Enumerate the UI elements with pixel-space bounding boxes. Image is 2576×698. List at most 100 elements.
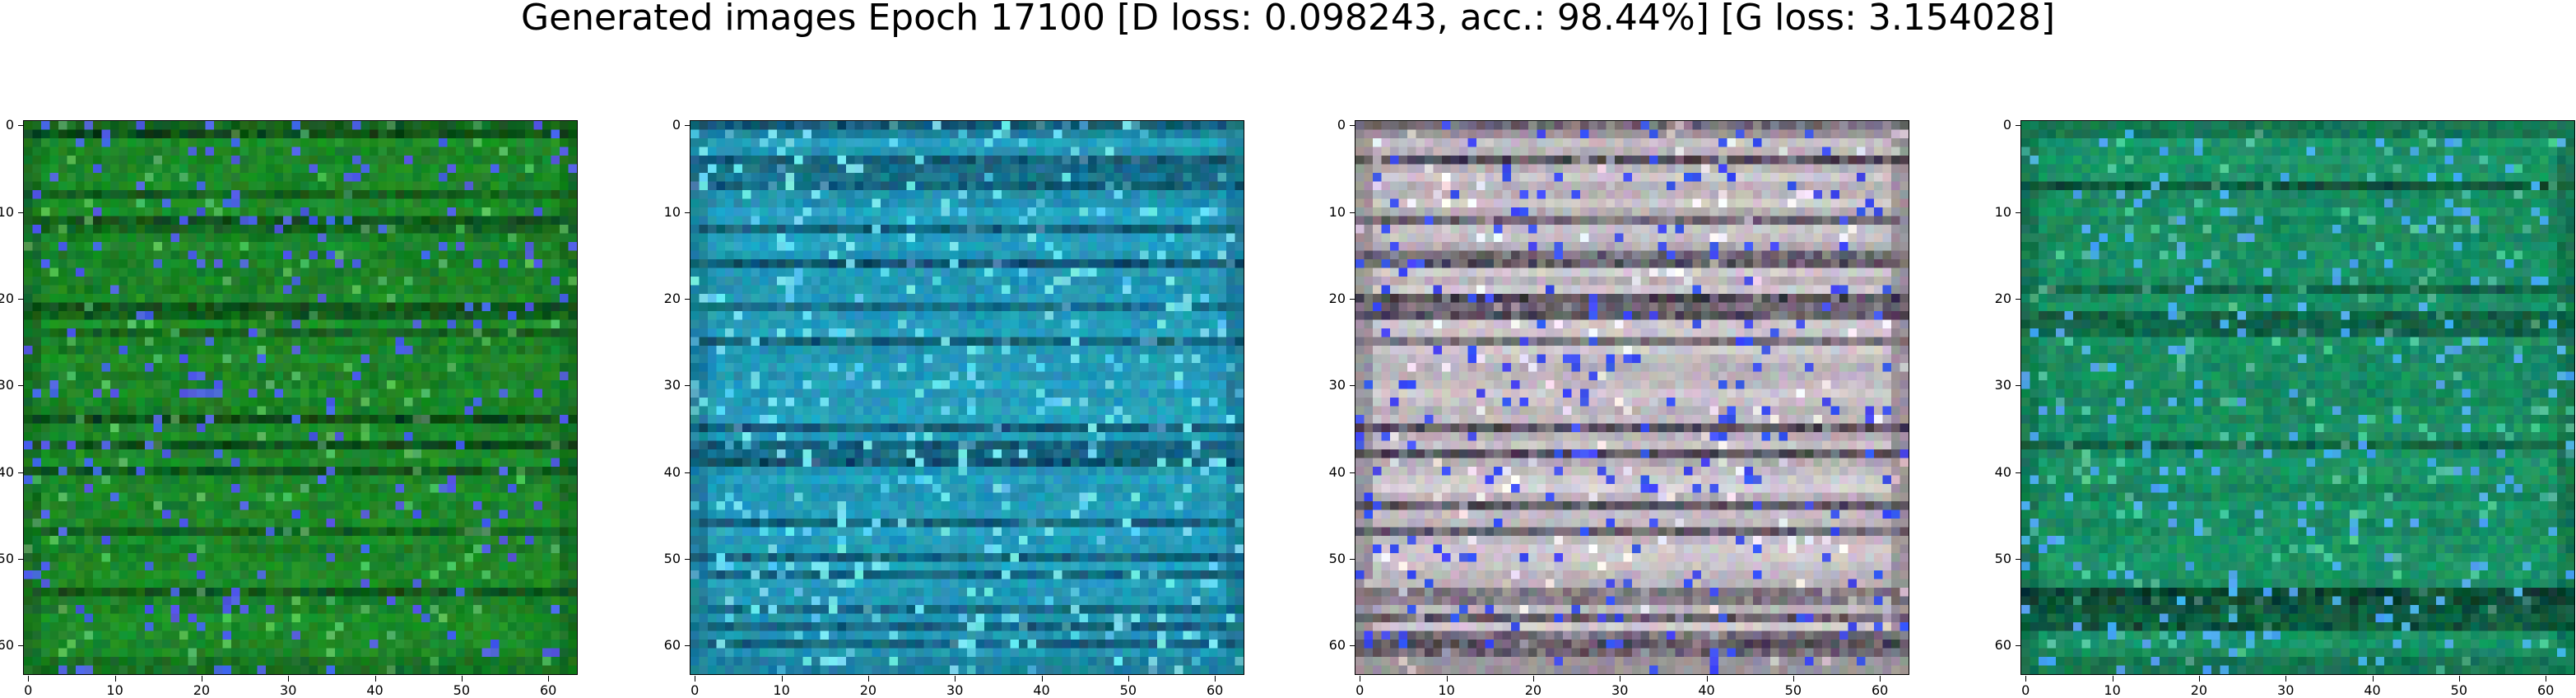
- x-tick-label: 20: [2190, 682, 2208, 698]
- x-tick: [1532, 676, 1534, 682]
- y-tick: [1350, 212, 1355, 213]
- y-tick: [1350, 558, 1355, 560]
- x-tick-label: 50: [1784, 682, 1802, 698]
- generated-image: [24, 121, 577, 674]
- y-tick-label: 20: [663, 290, 681, 306]
- x-tick-label: 20: [193, 682, 211, 698]
- x-tick-label: 10: [1438, 682, 1455, 698]
- y-tick: [2016, 472, 2021, 473]
- x-tick-label: 60: [1206, 682, 1224, 698]
- y-tick: [18, 558, 24, 560]
- y-tick-label: 30: [1994, 377, 2011, 393]
- y-tick: [1350, 298, 1355, 300]
- x-tick: [1128, 676, 1129, 682]
- x-tick: [2025, 676, 2027, 682]
- y-tick-label: 0: [5, 117, 14, 133]
- x-tick-label: 50: [2450, 682, 2468, 698]
- y-tick-label: 50: [1328, 550, 1346, 566]
- y-tick: [685, 125, 690, 127]
- y-tick: [2016, 125, 2021, 127]
- x-tick: [2372, 676, 2374, 682]
- y-tick-label: 30: [0, 377, 14, 393]
- y-tick-label: 60: [0, 637, 14, 654]
- x-tick-label: 30: [2277, 682, 2295, 698]
- figure-title: Generated images Epoch 17100 [D loss: 0.…: [520, 0, 2056, 39]
- x-tick-label: 10: [773, 682, 790, 698]
- y-tick-label: 0: [1337, 117, 1346, 133]
- x-tick: [1215, 676, 1216, 682]
- x-tick-label: 40: [2364, 682, 2381, 698]
- x-tick: [288, 676, 290, 682]
- y-tick: [1350, 385, 1355, 387]
- x-tick: [1880, 676, 1881, 682]
- x-tick-label: 20: [859, 682, 877, 698]
- y-tick-label: 0: [2002, 117, 2011, 133]
- y-tick: [685, 385, 690, 387]
- y-tick: [2016, 385, 2021, 387]
- x-tick-label: 10: [106, 682, 123, 698]
- generated-image: [1355, 121, 1909, 674]
- y-tick-label: 50: [1994, 550, 2011, 566]
- x-tick: [2198, 676, 2200, 682]
- x-tick: [374, 676, 376, 682]
- x-tick: [461, 676, 463, 682]
- y-tick-label: 40: [1994, 463, 2011, 480]
- y-tick-label: 60: [1994, 637, 2011, 654]
- panel-2: 0 10 20 30 40 50 60 0 10 20 30 40 50 60: [664, 119, 1244, 697]
- y-tick-label: 50: [663, 550, 681, 566]
- x-tick-label: 30: [1611, 682, 1629, 698]
- x-tick: [867, 676, 869, 682]
- x-tick-label: 60: [1871, 682, 1889, 698]
- y-tick-label: 30: [663, 377, 681, 393]
- y-tick: [2016, 298, 2021, 300]
- y-tick-label: 50: [0, 550, 14, 566]
- y-tick: [1350, 125, 1355, 127]
- x-tick: [2458, 676, 2460, 682]
- y-tick: [18, 212, 24, 213]
- x-tick: [28, 676, 30, 682]
- y-tick: [2016, 645, 2021, 647]
- y-tick-label: 10: [1994, 203, 2011, 220]
- y-tick: [685, 298, 690, 300]
- x-tick: [781, 676, 783, 682]
- x-tick-label: 50: [453, 682, 471, 698]
- y-tick: [18, 472, 24, 473]
- x-tick-label: 20: [1524, 682, 1542, 698]
- y-tick: [18, 645, 24, 647]
- y-tick-label: 20: [1994, 290, 2011, 306]
- x-tick-label: 0: [2021, 682, 2030, 698]
- x-tick-label: 60: [539, 682, 557, 698]
- x-tick: [1446, 676, 1448, 682]
- y-tick: [1350, 472, 1355, 473]
- y-tick-label: 0: [672, 117, 681, 133]
- y-tick-label: 60: [663, 637, 681, 654]
- y-tick-label: 20: [1328, 290, 1346, 306]
- x-tick: [1706, 676, 1708, 682]
- y-tick-label: 40: [1328, 463, 1346, 480]
- y-tick: [685, 472, 690, 473]
- y-tick: [685, 212, 690, 213]
- x-tick-label: 0: [24, 682, 33, 698]
- x-tick: [1041, 676, 1043, 682]
- x-tick-label: 40: [1033, 682, 1050, 698]
- generated-image: [2021, 121, 2574, 674]
- y-tick-label: 20: [0, 290, 14, 306]
- panel-4: 0 10 20 30 40 50 60 0 10 20 30 40 50 60: [1995, 119, 2575, 697]
- y-tick-label: 40: [663, 463, 681, 480]
- y-tick: [18, 298, 24, 300]
- x-tick-label: 10: [2104, 682, 2121, 698]
- x-tick: [548, 676, 550, 682]
- x-tick-label: 0: [1355, 682, 1365, 698]
- generated-image: [690, 121, 1244, 674]
- y-tick: [18, 385, 24, 387]
- x-tick-label: 40: [1698, 682, 1715, 698]
- y-tick: [1350, 645, 1355, 647]
- y-tick-label: 10: [1328, 203, 1346, 220]
- x-tick-label: 40: [366, 682, 384, 698]
- y-tick-label: 30: [1328, 377, 1346, 393]
- y-tick-label: 60: [1328, 637, 1346, 654]
- y-tick-label: 10: [663, 203, 681, 220]
- y-tick: [685, 558, 690, 560]
- x-tick-label: 30: [280, 682, 297, 698]
